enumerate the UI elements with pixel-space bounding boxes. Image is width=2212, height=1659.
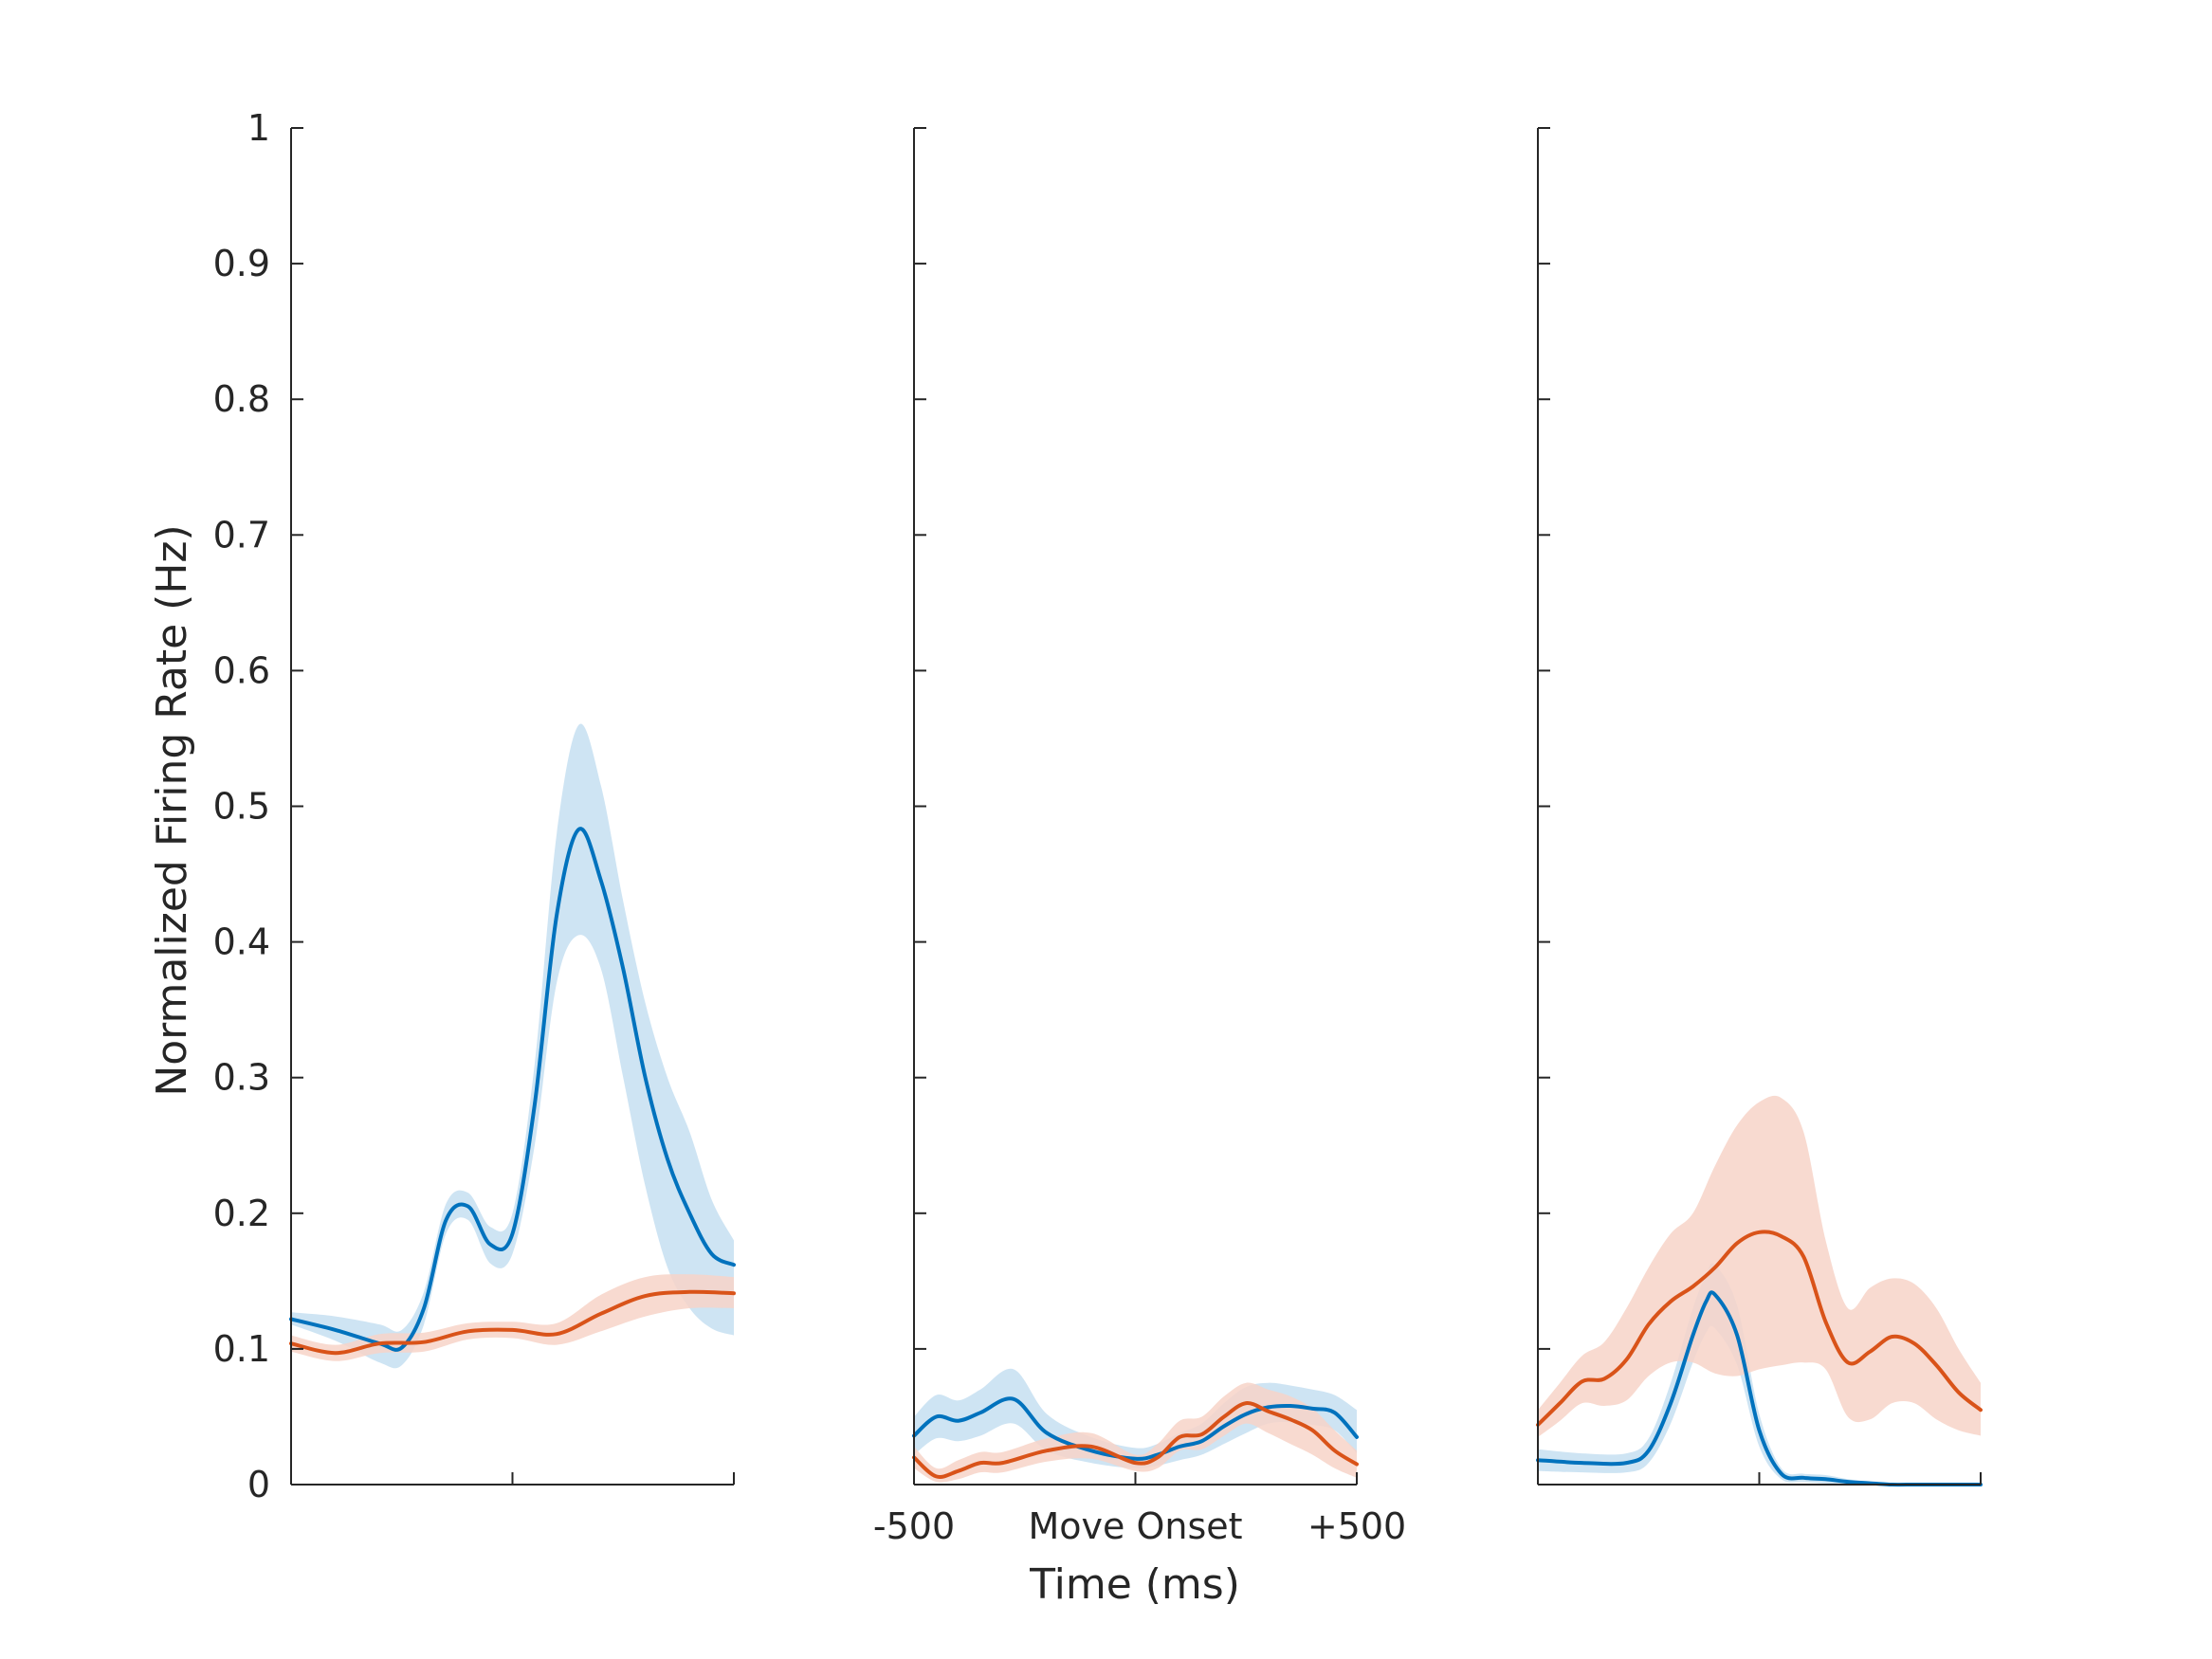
panel-1-orange-line <box>289 1289 736 1356</box>
panel-2-blue-line <box>912 1396 1359 1461</box>
y-axis-title: Normalized Firing Rate (Hz) <box>148 524 196 1096</box>
panel-1-blue-line <box>289 827 736 1352</box>
y-tick-label: 0.3 <box>213 1057 270 1099</box>
panel-3-orange-band <box>1538 1095 1981 1437</box>
y-tick-label: 0.9 <box>213 243 270 284</box>
y-tick-label: 0.6 <box>213 649 270 691</box>
panels: 0 0.1 0.2 0.3 0.4 0.5 0.6 0.7 0.8 0.9 1 -500 Move On… <box>213 107 1983 1547</box>
x-axis-title: Time (ms) <box>1029 1560 1240 1609</box>
y-tick-label: 0 <box>247 1464 270 1505</box>
y-tick-label: 0.4 <box>213 921 270 963</box>
y-tick-label: 0.2 <box>213 1193 270 1234</box>
panel-1: 0 0.1 0.2 0.3 0.4 0.5 0.6 0.7 0.8 0.9 1 <box>213 107 736 1505</box>
panel-1-orange-band <box>291 1274 734 1361</box>
panel-2: -500 Move Onset +500 <box>873 127 1406 1547</box>
y-tick-label: 0.1 <box>213 1328 270 1370</box>
panel-2-orange-line <box>912 1401 1359 1479</box>
panel-3 <box>1536 127 1983 1487</box>
x-tick-label: -500 <box>873 1505 955 1547</box>
panel-3-orange-line <box>1536 1230 1983 1427</box>
y-tick-label: 1 <box>247 107 270 149</box>
y-tick-label: 0.8 <box>213 378 270 420</box>
x-tick-label: +500 <box>1307 1505 1406 1547</box>
y-tick-label: 0.5 <box>213 786 270 828</box>
x-tick-label: Move Onset <box>1028 1505 1242 1547</box>
panel-1-blue-band <box>291 723 734 1369</box>
y-tick-label: 0.7 <box>213 514 270 556</box>
